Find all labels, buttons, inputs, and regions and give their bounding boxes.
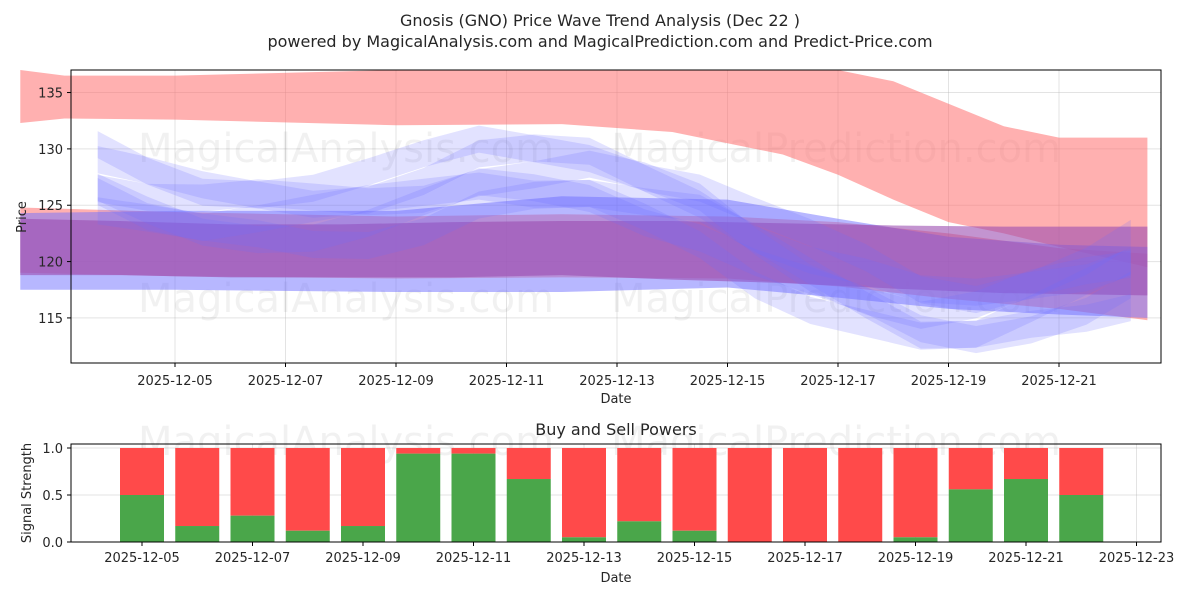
buy-bar [617,521,662,542]
watermark-analysis-top: MagicalAnalysis.com [138,126,554,172]
buy-bar [285,530,330,542]
buy-sell-title: Buy and Sell Powers [535,420,697,439]
price-xtick-label: 2025-12-11 [469,374,545,389]
price-ytick-label: 135 [38,87,63,102]
blue-wave-band [97,179,1131,350]
price-xtick-label: 2025-12-15 [690,374,766,389]
signal-ytick-label: 0.5 [42,489,63,504]
buy-bar [562,537,606,542]
signal-ytick-label: 0.0 [42,536,63,551]
price-xtick-label: 2025-12-07 [248,374,324,389]
chart-title-line1: Gnosis (GNO) Price Wave Trend Analysis (… [400,11,800,30]
blue-wave-band [97,125,1131,314]
signal-xtick-label: 2025-12-23 [1099,551,1175,566]
price-ytick-label: 120 [38,256,63,271]
price-wave-chart: MagicalAnalysis.com MagicalPrediction.co… [15,69,1162,407]
price-plot-frame [70,69,1162,364]
sell-bar [175,448,220,527]
blue-wave-band [97,134,1131,306]
sell-bar [838,448,883,542]
signal-xtick-label: 2025-12-09 [325,551,401,566]
blue-wave-band [97,150,1131,329]
sell-bar [672,448,717,531]
buy-bar [506,479,551,542]
buy-bar [893,537,938,542]
buy-bar [1059,495,1104,542]
price-ytick-label: 125 [38,199,63,214]
signal-xtick-label: 2025-12-15 [657,551,733,566]
signal-xtick-label: 2025-12-07 [215,551,291,566]
blue-wave-band [97,168,1131,354]
price-xtick-label: 2025-12-19 [911,374,987,389]
price-xtick-label: 2025-12-05 [137,374,213,389]
price-ytick-label: 130 [38,143,63,158]
signal-xtick-label: 2025-12-21 [988,551,1064,566]
sell-bar [617,448,662,522]
buy-bar [230,515,275,542]
sell-bar [562,448,606,538]
price-xtick-label: 2025-12-09 [358,374,434,389]
price-x-axis-label: Date [600,392,631,407]
sell-bar [451,448,496,454]
purple-band [20,218,1148,296]
buy-bar [341,526,385,542]
chart-title-line2: powered by MagicalAnalysis.com and Magic… [267,32,932,51]
signal-xtick-label: 2025-12-13 [546,551,622,566]
signal-xtick-label: 2025-12-11 [436,551,512,566]
buy-bar [396,453,441,542]
sell-bar [396,448,441,454]
price-xtick-label: 2025-12-17 [800,374,876,389]
sell-bar [341,448,385,527]
sell-bar [230,448,275,516]
buy-bar [948,489,993,542]
signal-x-axis: 2025-12-05 2025-12-07 2025-12-09 2025-12-11… [104,542,1174,566]
sell-bar [1004,448,1048,480]
signal-xtick-label: 2025-12-17 [767,551,843,566]
signal-plot-frame [70,443,1162,543]
price-xtick-label: 2025-12-13 [579,374,655,389]
sell-bar [506,448,551,480]
sell-bar [1059,448,1104,495]
sell-bar [783,448,827,542]
sell-bar [727,448,772,542]
signal-xtick-label: 2025-12-05 [104,551,180,566]
buy-bar [120,495,164,542]
price-y-axis-label: Price [15,201,30,233]
blue-wave-bands [97,125,1131,354]
signal-xtick-label: 2025-12-19 [878,551,954,566]
signal-x-axis-label: Date [600,571,631,586]
signal-y-axis: 0.0 0.5 1.0 [42,442,71,551]
sell-bar [120,448,164,495]
price-bands [20,70,1148,321]
signal-ytick-label: 1.0 [42,442,63,457]
sell-bar [285,448,330,531]
buy-bar [451,453,496,542]
price-ytick-label: 115 [38,312,63,327]
buy-bar [175,526,220,542]
price-x-axis: 2025-12-05 2025-12-07 2025-12-09 2025-12-11… [137,363,1097,389]
blue-wave-band [97,172,1131,349]
sell-bar [948,448,993,490]
signal-y-axis-label: Signal Strength [20,443,35,543]
signal-bars [120,448,1104,542]
buy-bar [672,530,717,542]
buy-bar [1004,479,1048,542]
sell-bar [893,448,938,538]
price-y-axis: 115 120 125 130 135 [38,87,71,327]
upper-red-band [20,70,1148,268]
price-xtick-label: 2025-12-21 [1021,374,1097,389]
buy-sell-chart: Buy and Sell Powers MagicalAnalysis.com … [20,419,1174,586]
